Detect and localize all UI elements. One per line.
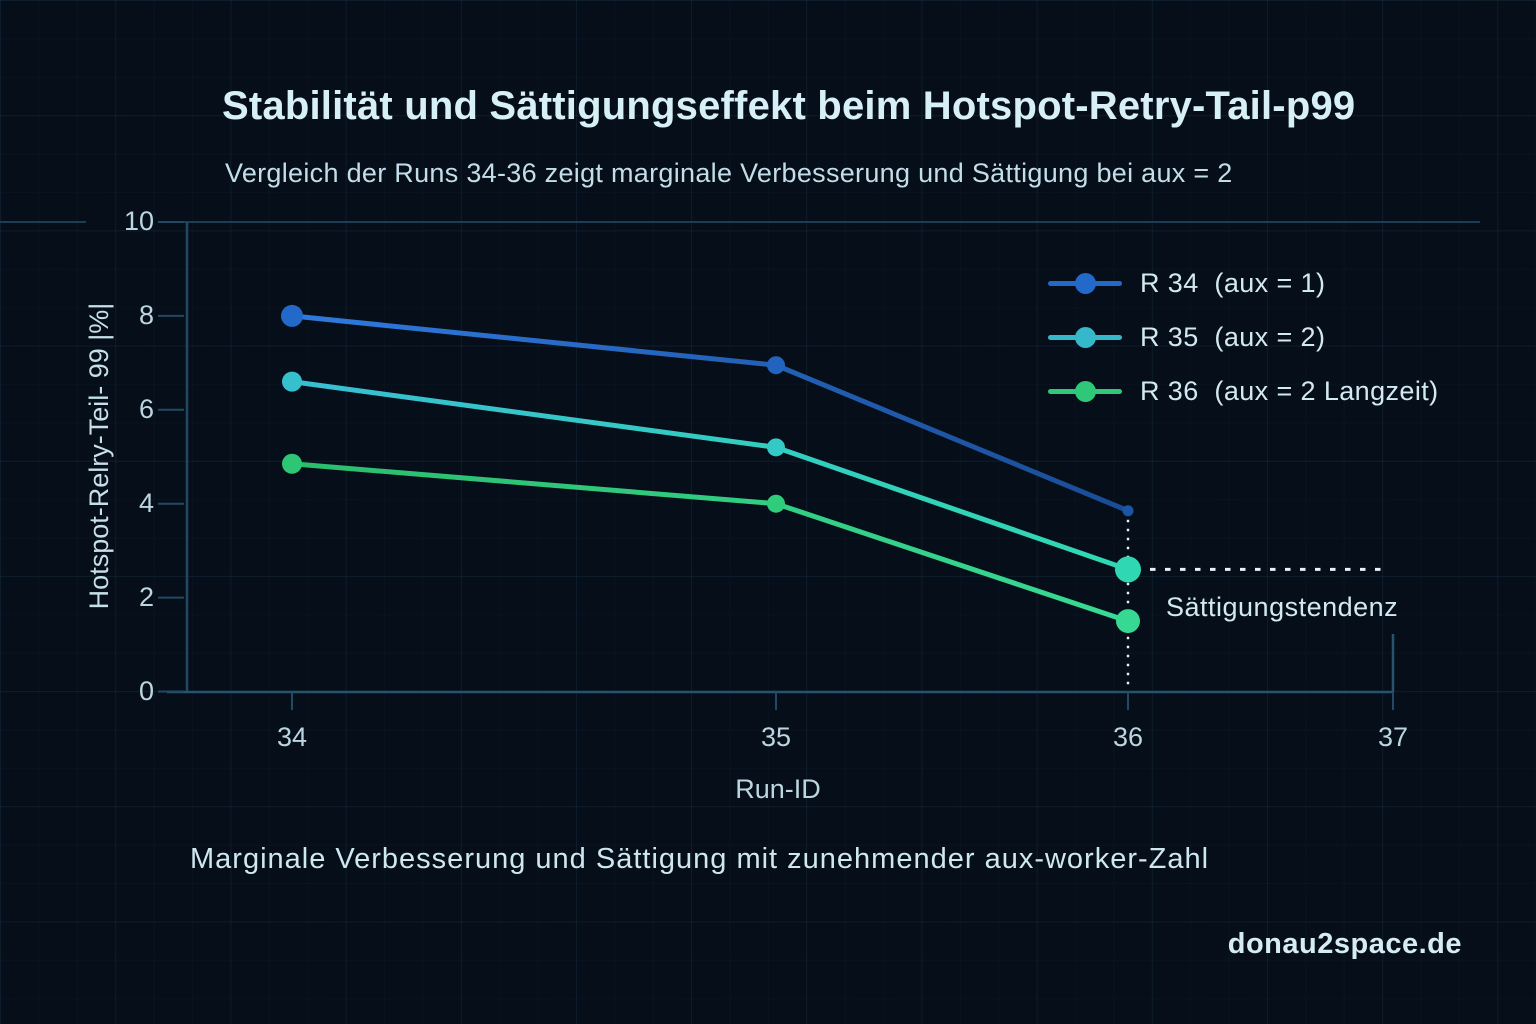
data-point-R-35-36 [1115,556,1141,583]
legend-swatch [1048,380,1122,402]
legend-swatch [1048,326,1122,348]
chart-title: Stabilität und Sättigungseffekt beim Hot… [222,84,1356,128]
data-point-R-35-35 [767,438,785,457]
x-tick-label-35: 35 [760,722,792,752]
legend: R 34 (aux = 1) R 35 (aux = 2) R 36 (aux = … [1048,256,1439,418]
series-line-R-36 [289,461,1131,624]
legend-label: R 36 (aux = 2 Langzeit) [1140,375,1439,406]
legend-item-R-34: R 34 (aux = 1) [1048,256,1439,310]
legend-label: R 35 (aux = 2) [1140,321,1326,352]
saturation-annotation-label: Sättigungstendenz [1166,592,1399,622]
bottom-caption: Marginale Verbesserung und Sättigung mit… [190,843,1210,875]
y-tick-label-10: 10 [123,206,154,236]
data-point-R-36-35 [767,494,785,513]
legend-label: R 34 (aux = 1) [1140,267,1326,298]
legend-swatch [1048,272,1122,294]
chart-subtitle: Vergleich der Runs 34-36 zeigt marginale… [225,158,1233,188]
y-tick-label-0: 0 [138,675,154,706]
series-line-R-34 [289,313,1131,514]
watermark: donau2space.de [1227,928,1462,960]
data-point-R-34-36 [1122,505,1134,517]
legend-item-R-35: R 35 (aux = 2) [1048,310,1439,364]
x-tick-label-37: 37 [1377,722,1409,752]
y-tick-label-2: 2 [138,581,154,612]
y-tick-label-6: 6 [138,393,154,424]
y-tick-label-4: 4 [138,487,154,518]
legend-item-R-36: R 36 (aux = 2 Langzeit) [1048,364,1439,418]
x-axis-label: Run-ID [735,774,821,804]
data-point-R-36-34 [282,453,302,474]
data-point-R-36-36 [1116,609,1140,634]
x-tick-label-34: 34 [276,722,308,752]
x-tick-label-36: 36 [1112,722,1144,752]
y-tick-label-8: 8 [138,299,154,330]
data-point-R-34-34 [281,304,303,327]
data-point-R-35-34 [282,371,302,392]
data-point-R-34-35 [767,356,785,375]
